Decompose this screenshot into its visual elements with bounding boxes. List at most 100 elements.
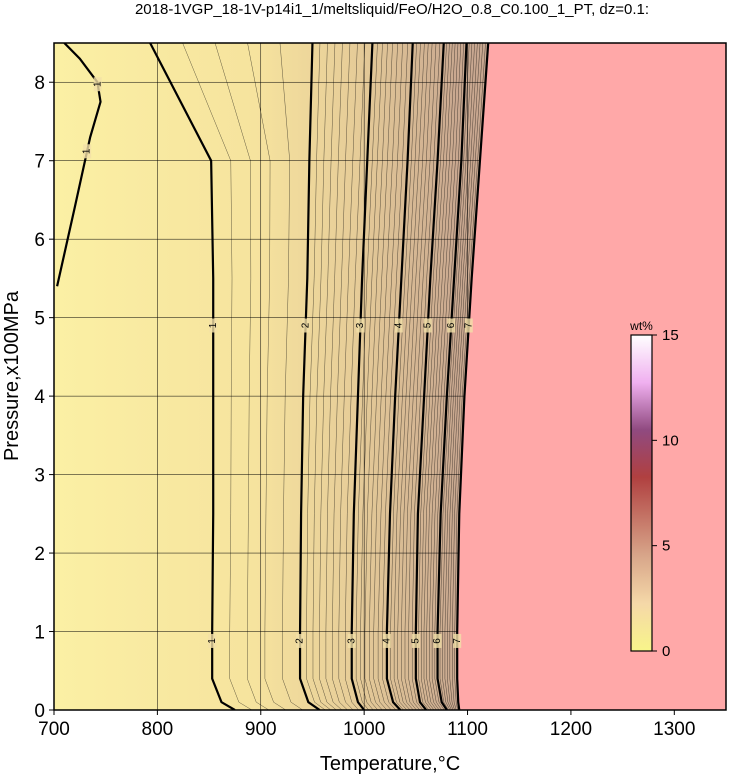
contour-label: 7 [463,322,474,328]
y-tick-label: 1 [34,623,45,644]
x-tick-label: 1000 [343,719,385,740]
contour-label: 7 [452,638,463,644]
y-tick-label: 6 [34,230,45,251]
minor-contour [418,43,447,710]
contour-label-bg [296,633,305,648]
minor-contour [279,43,303,710]
chart-title: 2018-1VGP_18-1V-p14i1_1/meltsliquid/FeO/… [135,1,649,18]
minor-contour [423,43,453,710]
contour-label-bg [447,318,456,333]
contour-label: 2 [300,322,311,328]
contour-line [436,43,468,710]
minor-contour [360,43,383,710]
contour-label-bg [209,318,218,333]
colorbar [630,334,653,652]
contour-label: 6 [446,322,457,328]
minor-contour [355,43,378,710]
y-tick-label: 5 [34,309,45,330]
minor-contour [442,43,473,710]
contour-label-bg [208,633,217,648]
colorbar-label: wt% [629,319,653,333]
contour-label: 2 [295,638,306,644]
y-tick-label: 3 [34,466,45,487]
x-tick-label: 900 [245,719,277,740]
x-tick-label: 1300 [653,719,695,740]
minor-contour [306,43,326,710]
contour-line [149,43,236,710]
minor-contour [247,43,286,710]
x-tick-label: 700 [38,719,70,740]
minor-contour [431,43,462,710]
minor-contour [397,43,425,710]
colorbar-tick-label: 5 [662,538,670,555]
contour-line [456,43,490,710]
axes: 700 800 900 1000 1100 1200 1300012345678wt%051… [34,42,727,740]
contour-label-bg [93,77,102,92]
minor-contour [364,43,388,710]
colorbar-tick-label: 15 [662,327,679,344]
minor-contour [421,43,450,710]
contour-label-bg [411,633,420,648]
contour-label: 5 [422,322,433,328]
contour-label-bg [382,633,391,648]
x-tick-label: 800 [142,719,174,740]
x-axis-label: Temperature,°C [320,753,460,775]
contour-label: 5 [410,638,421,644]
x-tick-label: 1200 [550,719,592,740]
contour-line [56,43,102,287]
minor-contour [377,43,403,710]
minor-contour [369,43,393,710]
minor-contour [312,43,331,710]
contour-label: 1 [82,148,93,154]
contour-label-bg [423,318,432,333]
minor-contour [214,43,269,710]
minor-contour [393,43,421,710]
contour-label: 3 [346,638,357,644]
contour-line [350,43,374,710]
contour-label-bg [433,633,442,648]
minor-contour [411,43,441,710]
y-tick-label: 4 [34,387,45,408]
minor-contour [382,43,408,710]
contour-label: 1 [208,322,219,328]
minor-contour [444,43,475,710]
minor-contour [338,43,358,710]
contour-label: 3 [355,322,366,328]
y-tick-label: 2 [34,544,45,565]
minor-contour [408,43,437,710]
colorbar-tick-label: 10 [662,432,679,449]
minor-contour [452,43,484,710]
minor-contour [429,43,459,710]
contour-label-bg [394,318,403,333]
contour-label-bg [83,144,92,159]
contour-line [298,43,321,710]
contour-label-bg [464,318,473,333]
y-tick-label: 8 [34,73,45,94]
y-tick-label: 7 [34,152,45,173]
minor-contour [373,43,398,710]
colorbar-tick-label: 0 [662,643,670,660]
saturated-region [457,43,726,710]
y-axis-label: Pressure,x100MPa [1,290,23,461]
minor-contour [325,43,343,710]
minor-contour [401,43,429,710]
contour-label-bg [356,318,365,333]
minor-contour [449,43,481,710]
contour-label: 1 [207,638,218,644]
plot-frame [53,42,727,711]
minor-contour [447,43,478,710]
contour-label: 6 [432,638,443,644]
minor-contour [319,43,337,710]
minor-contour [434,43,464,710]
contour-label: 1 [92,81,103,87]
contour-label-bg [453,633,462,648]
x-tick-label: 1100 [447,719,488,740]
contour-label: 4 [394,322,405,328]
minor-contour [439,43,470,710]
contour-label-bg [301,318,310,333]
minor-contour [390,43,417,710]
minor-contour [345,43,366,710]
minor-contour [332,43,351,710]
